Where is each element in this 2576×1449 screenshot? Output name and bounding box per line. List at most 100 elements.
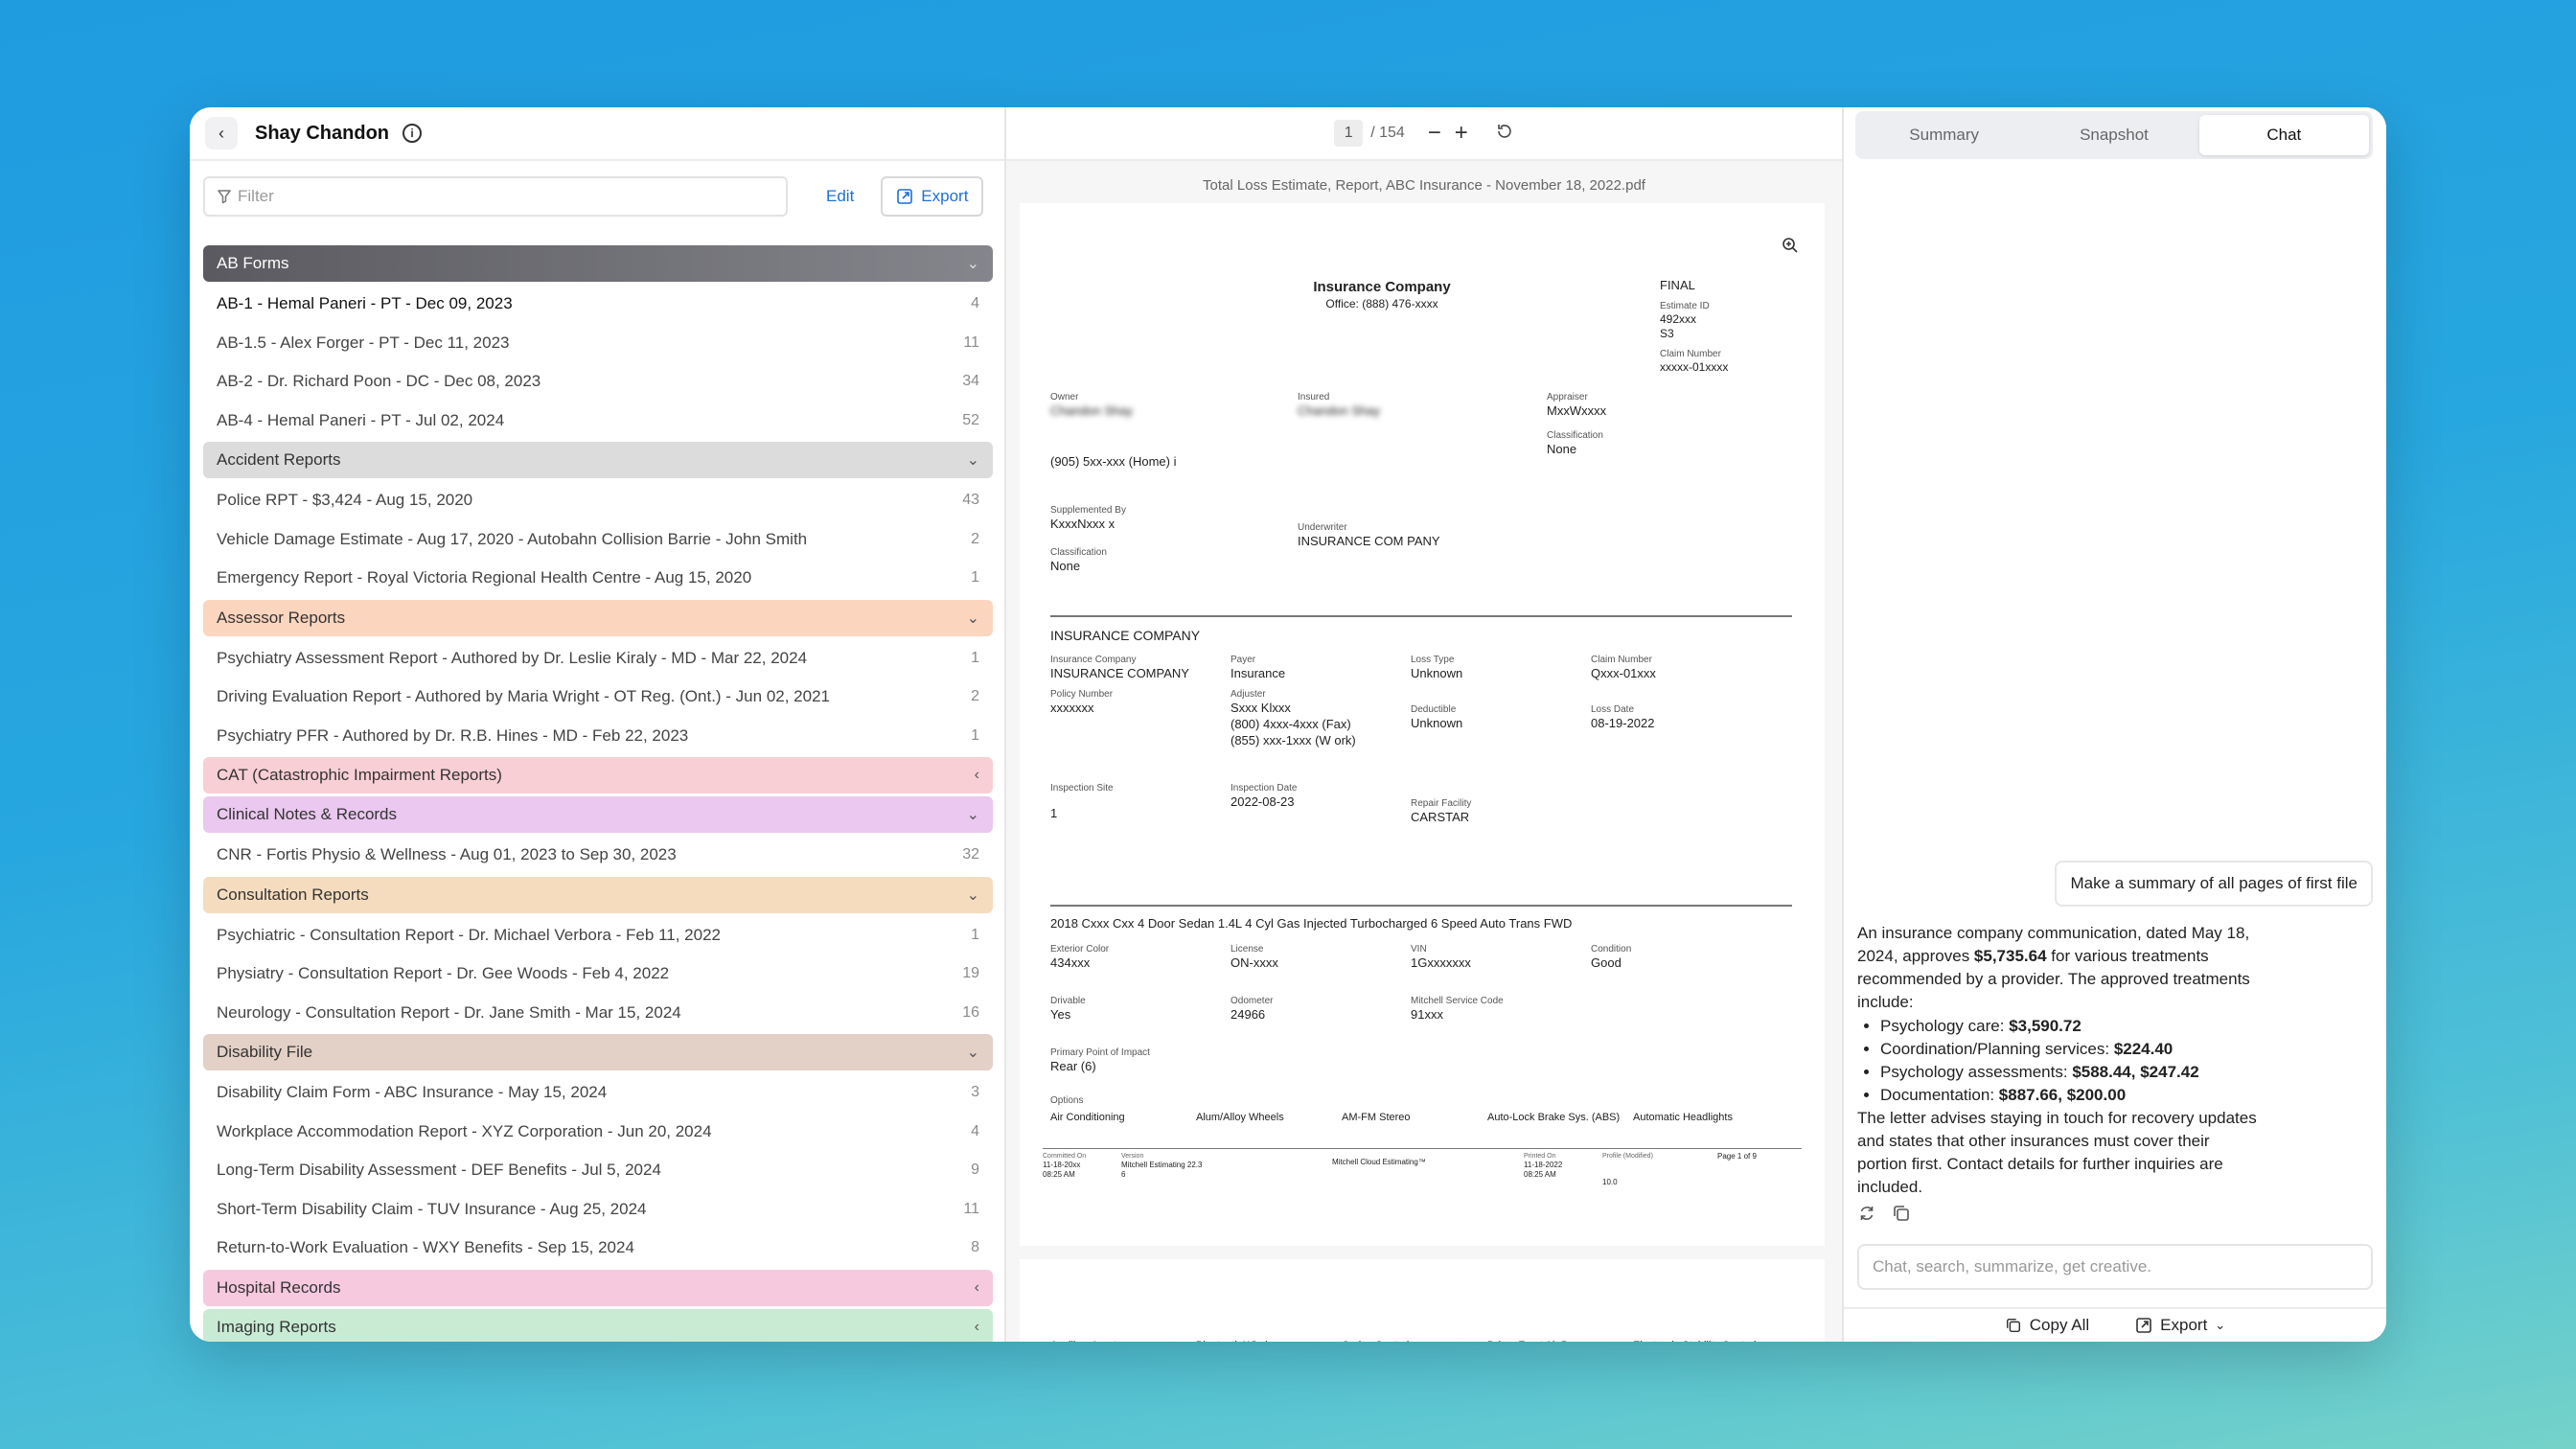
answer-bullet: Coordination/Planning services: $224.40: [1880, 1038, 2260, 1061]
group-header[interactable]: Assessor Reports ⌄: [203, 599, 993, 636]
zoom-out-button[interactable]: −: [1427, 120, 1441, 146]
document-item[interactable]: Police RPT - $3,424 - Aug 15, 2020 43: [203, 481, 993, 520]
doc-payer: Insurance: [1230, 666, 1286, 680]
copy-icon[interactable]: [1892, 1204, 1911, 1228]
document-item[interactable]: CNR - Fortis Physio & Wellness - Aug 01,…: [203, 836, 993, 875]
doc-payer-label: Payer: [1230, 655, 1256, 665]
doc-inspection-date: 2022-08-23: [1230, 794, 1295, 809]
document-item[interactable]: Psychiatry PFR - Authored by Dr. R.B. Hi…: [203, 717, 993, 756]
doc-insured-label: Insured: [1298, 392, 1330, 402]
export-button[interactable]: Export: [881, 176, 984, 217]
doc-option: Automatic Headlights: [1633, 1112, 1733, 1123]
doc-loss-type-label: Loss Type: [1411, 655, 1455, 665]
info-icon[interactable]: i: [402, 124, 423, 143]
doc-option: Auto-Lock Brake Sys. (ABS): [1487, 1112, 1621, 1123]
document-item[interactable]: Neurology - Consultation Report - Dr. Ja…: [203, 994, 993, 1033]
doc-owner-label: Owner: [1050, 392, 1079, 402]
document-item[interactable]: AB-1 - Hemal Paneri - PT - Dec 09, 2023 4: [203, 285, 993, 324]
document-item[interactable]: Short-Term Disability Claim - TUV Insura…: [203, 1190, 993, 1230]
doc-vin-label: VIN: [1411, 944, 1427, 954]
chevron-down-icon: ⌄: [966, 807, 979, 823]
tab-chat[interactable]: Chat: [2198, 115, 2369, 155]
footer-cloud: Mitchell Cloud Estimating™: [1332, 1158, 1426, 1166]
group-label: Disability File: [217, 1043, 313, 1061]
doc-options-label: Options: [1050, 1094, 1084, 1106]
file-title: Total Loss Estimate, Report, ABC Insuran…: [1203, 176, 1645, 194]
rotate-icon[interactable]: [1495, 122, 1514, 146]
footer-committed-label: Committed On: [1043, 1153, 1087, 1160]
document-item[interactable]: Workplace Accommodation Report - XYZ Cor…: [203, 1113, 993, 1152]
page-count: 11: [963, 1200, 979, 1217]
app-window: ‹ Shay Chandon i Filter Edit Export AB F…: [190, 107, 2386, 1342]
bullet-value: $887.66, $200.00: [1998, 1085, 2127, 1104]
back-button[interactable]: ‹: [205, 117, 238, 150]
doc-policy-label: Policy Number: [1050, 688, 1114, 700]
doc-company: Insurance Company: [1313, 279, 1451, 295]
chevron-left-icon: ‹: [974, 767, 979, 783]
document-item[interactable]: Physiatry - Consultation Report - Dr. Ge…: [203, 954, 993, 994]
group-label: Assessor Reports: [217, 608, 346, 627]
zoom-icon[interactable]: [1781, 236, 1800, 260]
page-count: 16: [962, 1003, 979, 1021]
edit-button[interactable]: Edit: [826, 187, 855, 205]
document-item[interactable]: AB-2 - Dr. Richard Poon - DC - Dec 08, 2…: [203, 362, 993, 402]
footer-version-1: Mitchell Estimating 22.3: [1121, 1161, 1203, 1170]
group-header[interactable]: Imaging Reports ‹: [203, 1308, 993, 1342]
doc-classification: None: [1547, 441, 1577, 456]
group-label: Consultation Reports: [217, 885, 369, 904]
doc-adjuster-2: (800) 4xxx-4xxx (Fax): [1230, 716, 1351, 731]
document-title: Physiatry - Consultation Report - Dr. Ge…: [217, 964, 670, 983]
page-count: 3: [971, 1084, 979, 1101]
refresh-icon[interactable]: [1857, 1204, 1876, 1228]
doc-drivable-label: Drivable: [1050, 995, 1086, 1006]
document-item[interactable]: Return-to-Work Evaluation - WXY Benefits…: [203, 1229, 993, 1268]
tab-summary[interactable]: Summary: [1909, 126, 1980, 144]
document-title: AB-4 - Hemal Paneri - PT - Jul 02, 2024: [217, 410, 505, 429]
copy-all-label: Copy All: [2029, 1316, 2090, 1334]
document-item[interactable]: Long-Term Disability Assessment - DEF Be…: [203, 1151, 993, 1190]
footer-committed-1: 11-18-20xx: [1043, 1161, 1081, 1170]
page-count: 8: [971, 1239, 979, 1256]
group-header[interactable]: Hospital Records ‹: [203, 1269, 993, 1306]
group-header[interactable]: AB Forms ⌄: [203, 245, 993, 282]
doc-claim-number2: Qxxx-01xxx: [1591, 666, 1656, 680]
chevron-left-icon: ‹: [974, 1278, 979, 1296]
doc-estimate-id: 492xxx: [1660, 311, 1697, 326]
group-header[interactable]: Consultation Reports ⌄: [203, 876, 993, 913]
page-number-input[interactable]: 1: [1334, 120, 1364, 147]
document-item[interactable]: Emergency Report - Royal Victoria Region…: [203, 559, 993, 598]
group-header[interactable]: Clinical Notes & Records ⌄: [203, 796, 993, 833]
export-dropdown-button[interactable]: Export ⌄: [2135, 1316, 2225, 1335]
pdf-viewer: 1 / 154 − + Total Loss Estimate, Report,…: [1006, 107, 1844, 1342]
filter-input[interactable]: Filter: [203, 176, 788, 217]
document-item[interactable]: Disability Claim Form - ABC Insurance - …: [203, 1073, 993, 1113]
doc-vin: 1Gxxxxxxx: [1411, 955, 1471, 970]
document-title: Return-to-Work Evaluation - WXY Benefits…: [217, 1238, 634, 1257]
group-label: Imaging Reports: [217, 1317, 336, 1336]
group-header[interactable]: Accident Reports ⌄: [203, 442, 993, 478]
copy-all-button[interactable]: Copy All: [2005, 1316, 2089, 1335]
tab-snapshot[interactable]: Snapshot: [2080, 126, 2149, 144]
page-count: 1: [971, 726, 979, 744]
chat-input[interactable]: Chat, search, summarize, get creative.: [1857, 1244, 2373, 1290]
doc-insured: Chandon Shay: [1298, 403, 1381, 418]
document-item[interactable]: AB-1.5 - Alex Forger - PT - Dec 11, 2023…: [203, 324, 993, 363]
bullet-label: Coordination/Planning services:: [1880, 1039, 2114, 1058]
document-item[interactable]: Psychiatry Assessment Report - Authored …: [203, 639, 993, 678]
document-title: AB-2 - Dr. Richard Poon - DC - Dec 08, 2…: [217, 372, 541, 391]
divider: [1050, 615, 1792, 617]
page-count: 52: [962, 411, 979, 428]
group-header[interactable]: Disability File ⌄: [203, 1034, 993, 1070]
doc-ins-company-label: Insurance Company: [1050, 655, 1137, 665]
document-item[interactable]: Psychiatric - Consultation Report - Dr. …: [203, 916, 993, 955]
doc-underwriter: INSURANCE COM PANY: [1298, 534, 1440, 548]
zoom-in-button[interactable]: +: [1454, 120, 1468, 146]
answer-bullet: Documentation: $887.66, $200.00: [1880, 1084, 2260, 1107]
document-item[interactable]: AB-4 - Hemal Paneri - PT - Jul 02, 2024 5…: [203, 402, 993, 441]
bullet-value: $588.44, $247.42: [2072, 1062, 2199, 1081]
document-item[interactable]: Driving Evaluation Report - Authored by …: [203, 678, 993, 717]
document-item[interactable]: Vehicle Damage Estimate - Aug 17, 2020 -…: [203, 520, 993, 560]
doc-adjuster-label: Adjuster: [1230, 688, 1266, 700]
group-header[interactable]: CAT (Catastrophic Impairment Reports) ‹: [203, 757, 993, 794]
answer-intro-1: An insurance company communication, date…: [1857, 924, 2250, 966]
